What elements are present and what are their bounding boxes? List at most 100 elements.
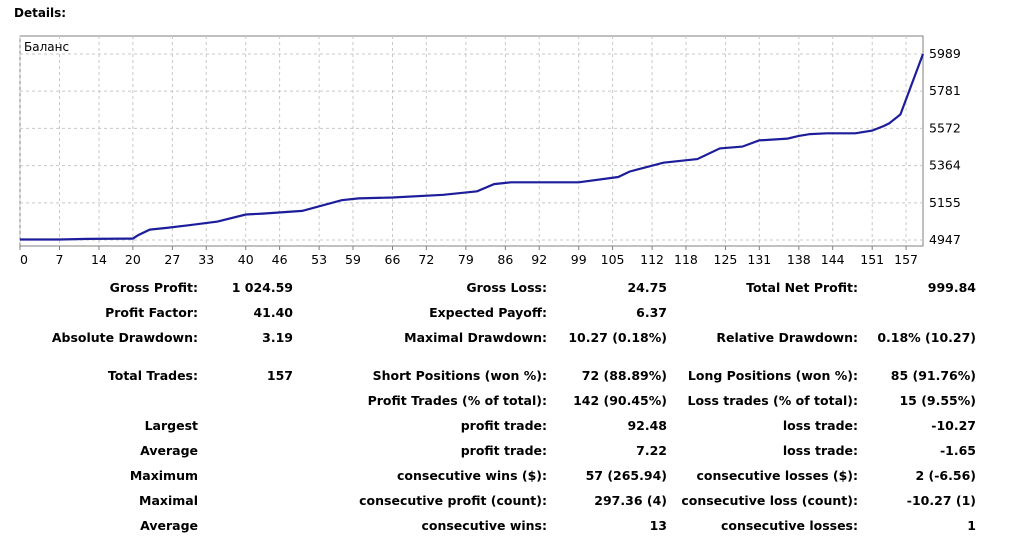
x-tick-label: 20 [125, 252, 141, 267]
stat-label: consecutive losses ($): [696, 468, 858, 483]
x-tick-label: 0 [20, 252, 28, 267]
x-tick-label: 112 [640, 252, 664, 267]
stat-value: 10.27 (0.18%) [568, 330, 667, 345]
y-tick-label: 4947 [929, 232, 961, 247]
x-tick-label: 92 [531, 252, 547, 267]
stat-value: 999.84 [927, 280, 976, 295]
x-tick-label: 138 [787, 252, 811, 267]
stat-label: consecutive losses: [720, 518, 858, 533]
stat-value: 15 (9.55%) [899, 393, 976, 408]
y-tick-label: 5572 [929, 120, 961, 135]
stats-row: Maximal consecutive profit (count): 297.36… [0, 493, 1024, 513]
x-tick-label: 33 [198, 252, 214, 267]
stat-value: 41.40 [253, 305, 293, 320]
stat-label: consecutive wins ($): [396, 468, 547, 483]
stats-row: Average consecutive wins: 13 consecutive lo… [0, 518, 1024, 538]
stat-label: Relative Drawdown: [716, 330, 858, 345]
stat-label: Maximum [129, 468, 198, 483]
stat-value: 24.75 [627, 280, 667, 295]
stats-row: Profit Factor: 41.40 Expected Payoff: 6.37 [0, 305, 1024, 325]
x-tick-label: 72 [418, 252, 434, 267]
x-tick-label: 118 [674, 252, 698, 267]
x-tick-label: 7 [56, 252, 64, 267]
stat-value: 1 [967, 518, 976, 533]
stat-label: Expected Payoff: [429, 305, 547, 320]
chart-grid [19, 36, 923, 246]
y-tick-label: 5781 [929, 83, 961, 98]
stat-value: 3.19 [262, 330, 293, 345]
x-tick-label: 27 [164, 252, 180, 267]
stats-row: Maximum consecutive wins ($): 57 (265.94) c… [0, 468, 1024, 488]
stat-value: -10.27 (1) [906, 493, 976, 508]
stat-label: Short Positions (won %): [372, 368, 547, 383]
x-tick-label: 105 [601, 252, 625, 267]
stat-value: -10.27 [931, 418, 976, 433]
details-header: Details: [14, 6, 67, 20]
y-tick-label: 5155 [929, 195, 961, 210]
x-tick-label: 99 [571, 252, 587, 267]
stat-label: Maximal Drawdown: [404, 330, 547, 345]
stat-label: Total Net Profit: [746, 280, 858, 295]
stat-label: Long Positions (won %): [687, 368, 858, 383]
stat-value: 92.48 [627, 418, 667, 433]
stat-value: 2 (-6.56) [915, 468, 976, 483]
stat-value: 157 [266, 368, 293, 383]
x-tick-label: 86 [497, 252, 513, 267]
y-tick-label: 5364 [929, 158, 961, 173]
stat-label: loss trade: [782, 418, 858, 433]
stat-value: 142 (90.45%) [573, 393, 667, 408]
stats-row: Absolute Drawdown: 3.19 Maximal Drawdown: 1… [0, 330, 1024, 350]
x-tick-label: 125 [714, 252, 738, 267]
stat-label: Loss trades (% of total): [687, 393, 858, 408]
x-tick-label: 157 [894, 252, 918, 267]
stat-label: profit trade: [460, 443, 547, 458]
stat-label: Gross Loss: [466, 280, 547, 295]
stat-label: Largest [144, 418, 198, 433]
stat-label: Gross Profit: [109, 280, 198, 295]
stats-row: Profit Trades (% of total): 142 (90.45%) L… [0, 393, 1024, 413]
stat-value: 13 [649, 518, 667, 533]
x-tick-label: 144 [821, 252, 845, 267]
y-axis: 5989 5781 5572 5364 5155 4947 [929, 46, 961, 247]
stats-row: Total Trades: 157 Short Positions (won %):… [0, 368, 1024, 388]
stat-label: consecutive profit (count): [359, 493, 547, 508]
y-tick-label: 5989 [929, 46, 961, 61]
x-tick-label: 40 [238, 252, 254, 267]
stat-value: 6.37 [636, 305, 667, 320]
x-tick-label: 53 [311, 252, 327, 267]
stat-value: 85 (91.76%) [890, 368, 976, 383]
stat-label: consecutive loss (count): [681, 493, 858, 508]
chart-title: Баланс [24, 40, 69, 54]
stat-value: 1 024.59 [231, 280, 293, 295]
stat-value: 0.18% (10.27) [877, 330, 976, 345]
stat-label: profit trade: [460, 418, 547, 433]
stat-label: Profit Trades (% of total): [367, 393, 547, 408]
stat-label: loss trade: [782, 443, 858, 458]
x-axis: 0 7 14 20 27 33 40 46 53 59 66 72 79 86 92 99 105 112 118 1… [19, 246, 918, 267]
stat-value: 7.22 [636, 443, 667, 458]
stat-label: Average [140, 443, 198, 458]
x-tick-label: 66 [385, 252, 401, 267]
stat-value: 57 (265.94) [585, 468, 667, 483]
stat-label: consecutive wins: [421, 518, 547, 533]
x-tick-label: 151 [860, 252, 884, 267]
x-tick-label: 46 [272, 252, 288, 267]
stats-row: Largest profit trade: 92.48 loss trade: -10.… [0, 418, 1024, 438]
stat-value: 72 (88.89%) [581, 368, 667, 383]
stats-row: Gross Profit: 1 024.59 Gross Loss: 24.75 Tot… [0, 280, 1024, 300]
stat-label: Absolute Drawdown: [51, 330, 198, 345]
x-tick-label: 59 [345, 252, 361, 267]
balance-line [20, 53, 925, 241]
x-tick-label: 79 [458, 252, 474, 267]
stat-label: Average [140, 518, 198, 533]
stat-value: -1.65 [939, 443, 976, 458]
x-tick-label: 14 [91, 252, 107, 267]
stats-row: Average profit trade: 7.22 loss trade: -1.65 [0, 443, 1024, 463]
stat-label: Maximal [139, 493, 198, 508]
stat-label: Total Trades: [107, 368, 198, 383]
x-tick-label: 131 [747, 252, 771, 267]
chart-plot-area [19, 35, 924, 247]
stat-value: 297.36 (4) [594, 493, 667, 508]
stat-label: Profit Factor: [105, 305, 198, 320]
balance-chart: Баланс 5989 5781 5572 5364 5155 4947 0 7 14 20 27… [19, 35, 961, 267]
